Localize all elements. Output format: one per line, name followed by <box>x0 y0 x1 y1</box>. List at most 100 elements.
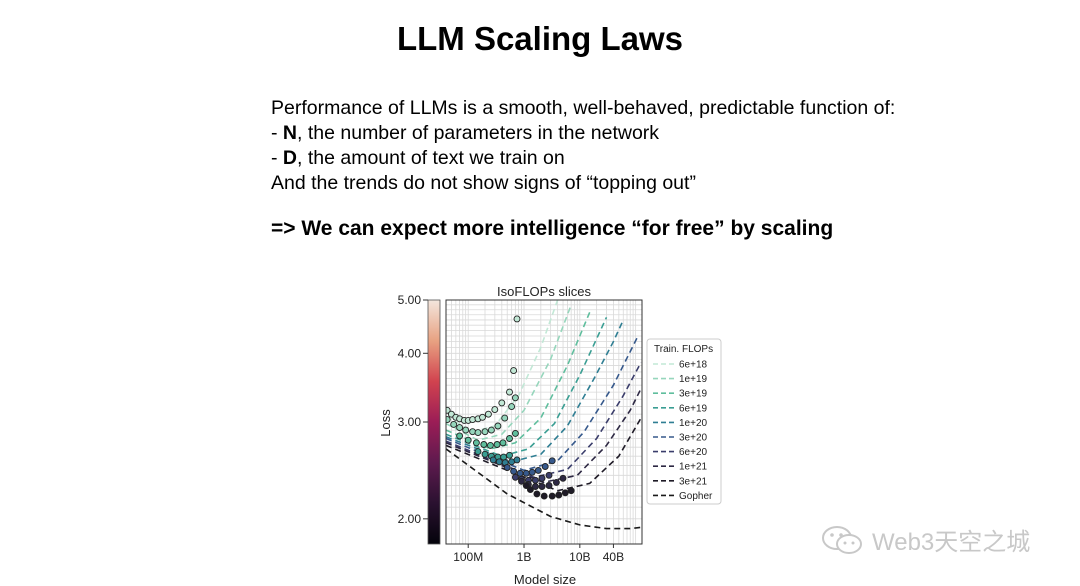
data-point <box>511 394 519 402</box>
series-line-6e+19 <box>446 316 608 458</box>
y-tick-label: 3.00 <box>398 415 422 429</box>
data-point <box>506 435 513 442</box>
data-point <box>498 399 506 407</box>
intro-line: Performance of LLMs is a smooth, well-be… <box>271 97 896 119</box>
data-point <box>555 491 563 499</box>
data-point <box>518 477 525 485</box>
wechat-icon <box>822 525 862 554</box>
chart-title: IsoFLOPs slices <box>497 284 591 299</box>
data-point <box>533 490 541 498</box>
data-point <box>495 458 503 466</box>
data-point <box>474 429 482 437</box>
data-point <box>481 428 489 436</box>
data-point <box>522 482 530 489</box>
bullet-n: - N, the number of parameters in the net… <box>271 122 660 144</box>
y-tick-label: 4.00 <box>398 346 422 360</box>
grid <box>445 299 642 544</box>
data-point <box>506 388 513 396</box>
data-point <box>494 422 502 430</box>
data-point <box>481 450 489 458</box>
y-axis-label: Loss <box>378 409 393 437</box>
plot-frame <box>445 299 643 545</box>
data-point <box>548 457 556 465</box>
data-point <box>526 486 534 494</box>
data-point <box>540 492 548 500</box>
series-line-6e+20 <box>446 362 642 479</box>
data-point <box>456 424 464 432</box>
legend-entry: 1e+20 <box>679 418 708 429</box>
data-point <box>513 456 521 464</box>
data-point <box>446 416 451 424</box>
legend-entry: 6e+18 <box>679 360 708 371</box>
trend-line: And the trends do not show signs of “top… <box>271 172 696 194</box>
bullet-d: - D, the amount of text we train on <box>271 147 565 169</box>
x-tick-label: 1B <box>517 550 532 564</box>
data-point <box>511 473 519 481</box>
x-axis-label: Model size <box>514 572 576 586</box>
data-point <box>531 476 539 484</box>
y-tick-label: 5.00 <box>398 293 422 307</box>
data-point <box>484 410 492 418</box>
data-point <box>538 474 546 482</box>
data-point <box>541 463 549 470</box>
data-point <box>503 464 511 471</box>
data-point <box>493 441 501 448</box>
series-line-1e+19 <box>446 304 572 442</box>
data-point <box>486 441 494 449</box>
data-point <box>489 456 497 464</box>
data-point <box>472 439 480 447</box>
legend-box <box>646 338 722 505</box>
bullet-n-key: N <box>282 122 298 144</box>
data-point <box>462 426 470 434</box>
legend: Train. FLOPs 6e+18 1e+19 3e+19 6e+19 1e+20 3e+… <box>646 338 722 505</box>
legend-entry: 1e+19 <box>679 374 708 385</box>
data-point <box>456 432 464 440</box>
data-point <box>534 466 542 474</box>
legend-entry: 3e+20 <box>679 433 708 444</box>
legend-entry: 1e+21 <box>679 462 708 473</box>
data-point <box>531 483 539 490</box>
data-point <box>499 439 507 447</box>
data-point <box>559 474 567 482</box>
y-tick-label: 2.00 <box>398 512 422 526</box>
data-point <box>545 471 553 479</box>
data-point <box>464 436 472 444</box>
data-point <box>479 413 486 421</box>
bullet-d-text: , the amount of text we train on <box>297 147 565 169</box>
data-point <box>548 492 556 500</box>
colorbar <box>427 299 441 545</box>
data-point <box>450 420 458 428</box>
watermark-text: Web3天空之城 <box>872 529 1031 556</box>
slide-title: LLM Scaling Laws <box>396 20 684 57</box>
data-point <box>491 406 499 414</box>
data-point <box>538 483 546 490</box>
watermark: Web3天空之城 <box>820 522 1030 557</box>
legend-entry: 3e+19 <box>679 389 708 400</box>
data-point <box>506 451 513 459</box>
data-point <box>487 426 495 434</box>
legend-title: Train. FLOPs <box>654 344 713 355</box>
data-point <box>510 467 518 475</box>
legend-entry: 6e+19 <box>679 403 708 414</box>
data-point <box>567 487 575 495</box>
bullet-d-key: D <box>282 147 298 169</box>
data-point <box>474 448 482 456</box>
data-point <box>508 403 516 411</box>
x-tick-label: 10B <box>569 550 590 564</box>
series-line-3e+20 <box>446 335 639 472</box>
legend-entry: Gopher <box>679 491 713 502</box>
data-point <box>480 441 488 448</box>
data-point <box>510 367 518 375</box>
x-tick-label: 100M <box>453 550 483 564</box>
series-line-Gopher <box>446 448 642 530</box>
data-point <box>511 429 519 437</box>
data-point <box>501 414 509 422</box>
data-point <box>528 468 536 476</box>
x-tick-label: 40B <box>603 550 624 564</box>
data-point <box>513 315 521 323</box>
data-point <box>545 482 553 489</box>
points <box>446 315 575 500</box>
bullet-text-block: Performance of LLMs is a smooth, well-be… <box>271 96 895 196</box>
data-point <box>552 478 560 486</box>
